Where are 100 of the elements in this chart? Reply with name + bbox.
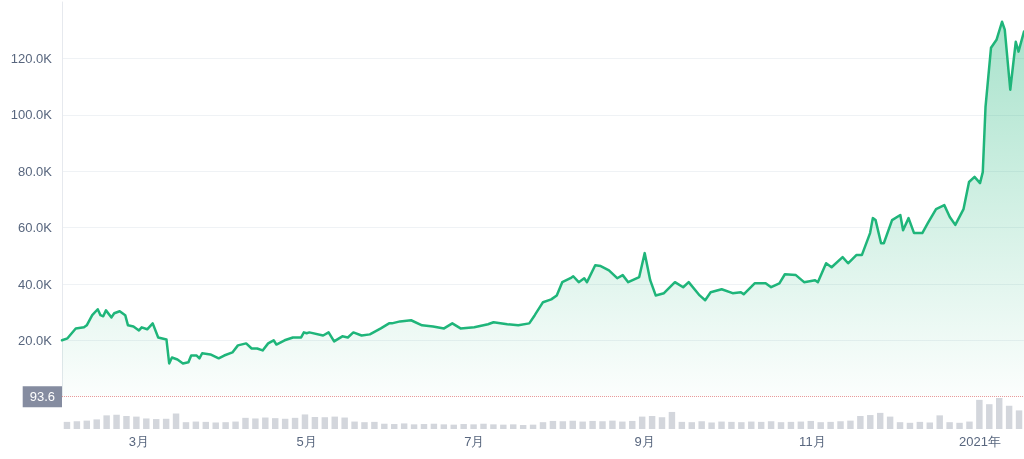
bar (381, 423, 388, 429)
bar (837, 421, 844, 429)
bar (906, 422, 914, 429)
bar (916, 421, 924, 429)
bar (351, 421, 358, 429)
bar (93, 419, 100, 429)
bar (867, 415, 874, 429)
y-tick-label: 20.0K (18, 333, 53, 349)
bar (361, 422, 368, 429)
bar (599, 421, 606, 429)
bar (807, 420, 814, 429)
bar (767, 421, 775, 429)
bar (777, 422, 785, 429)
bar (480, 423, 487, 429)
bar (460, 424, 467, 429)
bar (262, 417, 269, 429)
bar (658, 417, 666, 429)
x-tick-label: 3月 (128, 434, 150, 449)
bar (143, 418, 150, 429)
bar (995, 398, 1003, 429)
bar (152, 419, 160, 429)
bar (400, 423, 408, 429)
bar (847, 420, 854, 429)
bar (172, 413, 180, 429)
bar (440, 424, 448, 429)
bar (63, 421, 71, 429)
bar (311, 416, 319, 429)
bar (252, 418, 259, 429)
bar (162, 418, 170, 429)
y-tick-label: 100.0K (10, 107, 53, 123)
bar (490, 424, 497, 429)
bar (291, 417, 299, 429)
bar (1015, 410, 1023, 429)
bar (242, 417, 249, 429)
bar (579, 421, 586, 429)
bar (371, 421, 378, 429)
bar (559, 421, 567, 429)
bar (539, 422, 547, 429)
bar (688, 422, 695, 429)
bar (648, 415, 656, 429)
bar (123, 415, 130, 429)
bar (876, 412, 884, 429)
bar (728, 421, 735, 429)
bar (212, 422, 219, 429)
bar (738, 422, 745, 429)
bar (341, 417, 348, 429)
ref-line-label: 93.6 (29, 389, 55, 405)
bar (589, 420, 596, 429)
y-tick-label: 80.0K (18, 163, 53, 179)
bar (678, 421, 686, 429)
bar (222, 422, 229, 429)
bar (619, 421, 626, 429)
bar (510, 424, 517, 429)
bar (1005, 405, 1013, 429)
bar (966, 421, 973, 429)
bar (886, 416, 894, 429)
y-tick-label: 120.0K (10, 50, 53, 66)
bar (420, 424, 428, 429)
bar (301, 414, 309, 429)
bar (133, 416, 140, 429)
x-tick-label: 11月 (799, 434, 826, 449)
bar (113, 414, 120, 429)
x-tick-label: 9月 (634, 434, 655, 449)
bar (946, 422, 953, 429)
bar (519, 424, 527, 429)
bar (321, 417, 329, 429)
bar (202, 421, 210, 429)
bar (73, 421, 81, 429)
bar (956, 422, 963, 429)
bar (629, 420, 636, 429)
bar (410, 424, 418, 429)
bar (331, 416, 338, 429)
bar (817, 422, 824, 429)
bar (609, 420, 616, 429)
bar (549, 420, 557, 429)
x-tick-label: 5月 (296, 434, 317, 449)
bar (668, 411, 676, 429)
bar (708, 422, 715, 429)
bar (896, 422, 904, 429)
bar (470, 424, 477, 429)
bar (638, 416, 646, 429)
bar (827, 421, 834, 429)
bar (272, 418, 279, 429)
y-tick-label: 40.0K (18, 276, 53, 292)
bar (787, 421, 795, 429)
bar (232, 421, 239, 429)
bar (182, 422, 190, 429)
bar (391, 424, 398, 429)
x-tick-label: 2021年 (959, 434, 1001, 449)
bar (500, 424, 507, 429)
bar (103, 415, 110, 429)
bar (857, 415, 864, 429)
bar (976, 399, 983, 429)
bar (926, 422, 934, 429)
bar (757, 421, 765, 429)
bar (281, 418, 289, 429)
bar (986, 404, 993, 429)
bar (936, 415, 943, 429)
x-tick-label: 7月 (464, 434, 485, 449)
bar (718, 421, 725, 429)
